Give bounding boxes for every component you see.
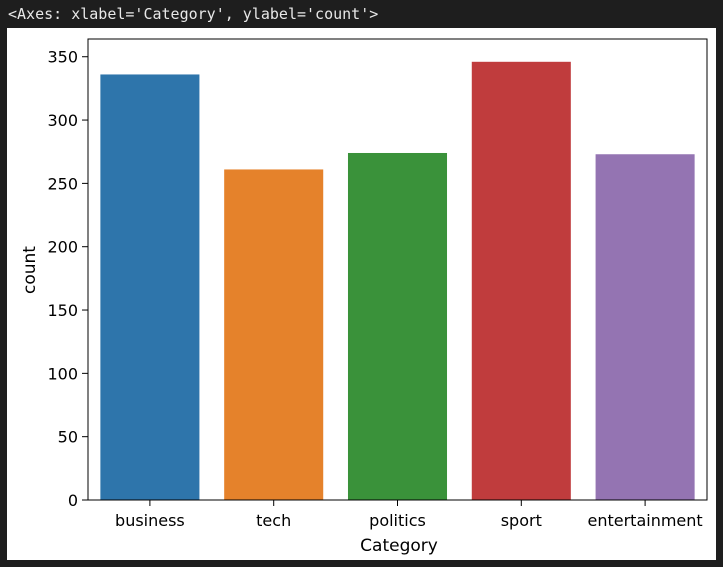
y-tick-label: 100 [47, 364, 78, 383]
x-axis-label: Category [360, 536, 438, 556]
bar-business [100, 74, 200, 500]
y-axis-label: count [20, 246, 40, 294]
y-tick-label: 200 [47, 238, 78, 257]
x-tick-label-business: business [115, 511, 185, 530]
x-tick-label-tech: tech [256, 511, 291, 530]
y-tick-label: 300 [47, 111, 78, 130]
y-tick-label: 350 [47, 48, 78, 67]
bar-tech [224, 169, 324, 500]
x-axis-ticks: business tech politics sport entertainment [115, 500, 703, 530]
y-tick-label: 150 [47, 301, 78, 320]
x-tick-label-politics: politics [369, 511, 426, 530]
axes-repr-output: <Axes: xlabel='Category', ylabel='count'… [8, 5, 379, 23]
x-tick-label-entertainment: entertainment [588, 511, 703, 530]
y-tick-label: 0 [68, 491, 78, 510]
bar-sport [471, 61, 571, 501]
axes-frame [87, 38, 708, 501]
plot-panel: 0 50 100 150 200 250 300 350 business tech politi… [7, 28, 716, 560]
y-tick-label: 50 [58, 428, 78, 447]
bar-politics [347, 152, 448, 500]
bar-chart: 0 50 100 150 200 250 300 350 business tech politi… [20, 38, 708, 556]
bar-entertainment [595, 154, 695, 500]
x-tick-label-sport: sport [501, 511, 542, 530]
bars-group [100, 61, 695, 501]
y-axis-ticks: 0 50 100 150 200 250 300 350 [47, 48, 88, 510]
y-tick-label: 250 [47, 174, 78, 193]
